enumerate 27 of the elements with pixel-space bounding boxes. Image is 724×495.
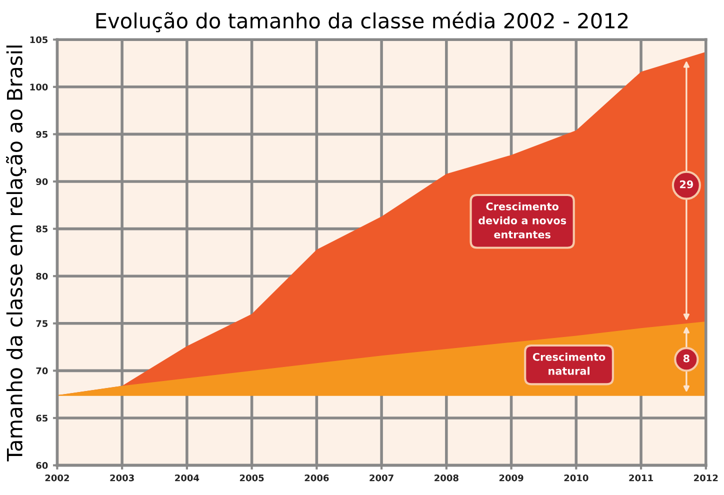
y-tick-label: 85 [36, 226, 48, 232]
y-tick-label: 65 [36, 414, 48, 422]
x-tick-label: 2009 [499, 474, 524, 482]
y-tick-label: 105 [30, 36, 48, 44]
x-tick-label: 2006 [304, 474, 329, 482]
x-tick-label: 2004 [175, 474, 200, 482]
y-tick-label: 100 [30, 84, 48, 90]
y-axis-title: Tamanho da classe em relação ao Brasil [6, 46, 26, 462]
x-tick-label: 2003 [110, 474, 134, 482]
y-tick-label: 95 [36, 130, 48, 138]
y-tick-label: 70 [36, 367, 48, 374]
annotation: 8 [683, 354, 690, 362]
annotation: 29 [680, 180, 694, 188]
annotation: Crescimento devido a novos entrantes [478, 202, 566, 238]
x-tick-label: 2012 [694, 474, 718, 482]
x-tick-label: 2008 [434, 474, 458, 482]
y-tick-label: 90 [36, 178, 48, 186]
x-tick-label: 2005 [240, 474, 264, 482]
y-tick-label: 80 [36, 272, 48, 280]
x-tick-label: 2011 [629, 474, 653, 482]
x-tick-label: 2002 [45, 474, 69, 482]
annotation: Crescimento natural [532, 352, 606, 375]
x-tick-label: 2010 [564, 474, 588, 482]
y-tick-label: 60 [36, 462, 48, 469]
y-tick-label: 75 [36, 320, 48, 327]
chart-title: Evolução do tamanho da classe média 2002 - 2012 [96, 12, 628, 32]
x-tick-label: 2007 [370, 474, 394, 482]
